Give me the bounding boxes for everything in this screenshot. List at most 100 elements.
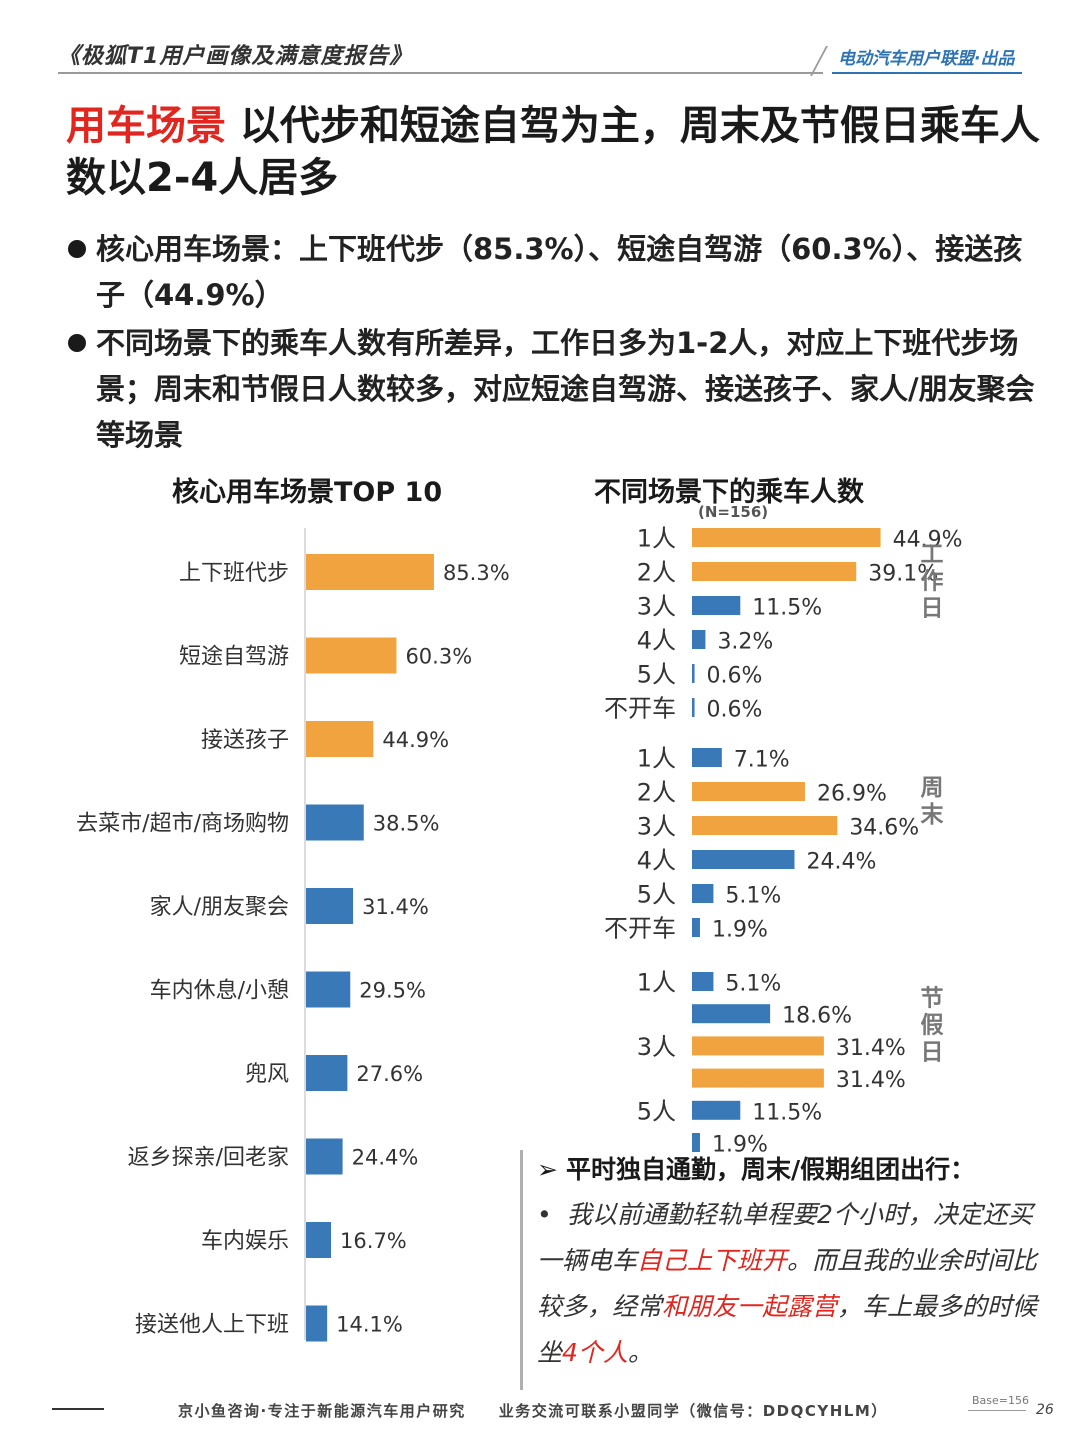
chart2-category-label: 1人 <box>637 745 676 773</box>
chart2-value-label: 3.2% <box>717 630 773 655</box>
chart2-value-label: 7.1% <box>734 748 790 773</box>
chart2-bar <box>692 816 838 835</box>
chart2-bar <box>692 1068 824 1088</box>
chart2-bar <box>692 1133 700 1152</box>
report-title: 《极狐T1用户画像及满意度报告》 <box>58 44 413 69</box>
chart2-category-label: 5人 <box>637 661 676 689</box>
chart2-bar <box>692 918 700 937</box>
passenger-count-chart: 1人 44.9% 2人 39.1% 3人 11.5% 4人 3.2% 5人 0.6% 不开车 0.6%… <box>604 525 963 1158</box>
chart1-value-label: 38.5% <box>373 812 440 836</box>
chart1-bar <box>306 804 364 841</box>
chart2-value-label: 31.4% <box>836 1036 906 1061</box>
chart2-value-label: 1.9% <box>712 1133 768 1158</box>
chart1-category-label: 兜风 <box>245 1062 289 1087</box>
chart2-value-label: 5.1% <box>725 972 781 997</box>
chart1-category-label: 车内娱乐 <box>201 1229 289 1254</box>
chart1-bar <box>306 971 351 1008</box>
chart2-bar <box>692 1100 741 1120</box>
chart2-bar <box>692 630 706 649</box>
footer-text: 京小鱼咨询·专注于新能源汽车用户研究 业务交流可联系小盟同学（微信号：DDQCY… <box>178 1402 888 1420</box>
quote-heading: ➢ 平时独自通勤，周末/假期组团出行： <box>537 1150 1040 1190</box>
title-rest: 以代步和短途自驾为主，周末及节假日乘车人数以2-4人居多 <box>66 103 1040 201</box>
chart2-category-label: 3人 <box>637 1033 676 1061</box>
chart2-category-label: 1人 <box>637 525 676 553</box>
chart1-value-label: 44.9% <box>382 728 449 752</box>
quote-text: 。 <box>627 1338 653 1367</box>
quote-text: ，车上最多的时候坐 <box>537 1292 1038 1367</box>
chart2-value-label: 18.6% <box>782 1004 852 1029</box>
chart2-bar <box>692 782 805 801</box>
chart1-category-label: 上下班代步 <box>179 561 289 586</box>
chart2-category-label: 不开车 <box>604 695 676 723</box>
chart1-value-label: 31.4% <box>362 895 429 919</box>
chart2-bar <box>692 528 881 547</box>
chart2-category-label: 4人 <box>637 847 676 875</box>
chart2-value-label: 11.5% <box>752 596 822 621</box>
chart2-bar <box>692 664 695 683</box>
chart2-title: 不同场景下的乘车人数 <box>594 477 864 508</box>
bullet-list: 核心用车场景：上下班代步（85.3%）、短途自驾游（60.3%）、接送孩子（44… <box>66 226 1046 460</box>
chart2-value-label: 34.6% <box>849 816 919 841</box>
chart2-bar <box>692 748 722 767</box>
chart2-group-label: 周末 <box>921 775 945 828</box>
chart1-category-label: 返乡探亲/回老家 <box>128 1146 289 1171</box>
chart2-category-label: 5人 <box>637 881 676 909</box>
chart1-bar <box>306 721 374 757</box>
chart1-bar <box>306 1138 343 1175</box>
quote-bullet-icon: • <box>537 1200 552 1229</box>
chart1-category-label: 去菜市/超市/商场购物 <box>76 812 289 837</box>
header-divider <box>58 72 823 74</box>
chart2-value-label: 44.9% <box>893 528 963 553</box>
chart2-value-label: 1.9% <box>712 918 768 943</box>
chart1-value-label: 29.5% <box>359 979 426 1003</box>
arrow-icon: ➢ <box>537 1155 558 1184</box>
bullet-dot-icon <box>68 240 86 258</box>
chart1-bar <box>306 637 397 674</box>
chart2-value-label: 0.6% <box>707 698 763 723</box>
chart2-bar <box>692 972 714 991</box>
chart2-category-label: 不开车 <box>604 915 676 943</box>
scenario-top10-chart: 上下班代步 85.3% 短途自驾游 60.3% 接送孩子 44.9% 去菜市/超市/商场购物… <box>76 528 510 1342</box>
quote-highlight-text: 4个人 <box>562 1338 628 1367</box>
chart2-value-label: 26.9% <box>817 782 887 807</box>
chart2-bar <box>692 850 795 869</box>
quote-highlight-text: 和朋友一起露营 <box>662 1292 838 1321</box>
chart2-bar <box>692 698 695 717</box>
quote-heading-text: 平时独自通勤，周末/假期组团出行： <box>565 1155 976 1184</box>
chart2-sample-size: (N=156) <box>698 503 769 521</box>
chart2-category-label: 3人 <box>637 593 676 621</box>
chart2-bar <box>692 884 714 903</box>
chart1-bar <box>306 1305 328 1342</box>
chart1-category-label: 车内休息/小憩 <box>150 979 289 1004</box>
chart2-category-label: 3人 <box>637 813 676 841</box>
chart1-bar <box>306 1222 332 1258</box>
chart2-bar <box>692 562 857 581</box>
chart2-value-label: 24.4% <box>806 850 876 875</box>
footer-divider <box>52 1408 104 1410</box>
quote-highlight-text: 自己上下班开 <box>637 1246 788 1275</box>
chart1-category-label: 接送孩子 <box>201 728 289 753</box>
chart2-value-label: 11.5% <box>752 1100 822 1125</box>
chart2-value-label: 0.6% <box>707 664 763 689</box>
chart2-bar <box>692 596 741 615</box>
page-number: 26 <box>1036 1402 1054 1418</box>
chart1-category-label: 家人/朋友聚会 <box>150 895 289 920</box>
bullet-item: 不同场景下的乘车人数有所差异，工作日多为1-2人，对应上下班代步场景；周末和节假… <box>66 320 1046 458</box>
quote-body: • 我以前通勤轻轨单程要2个小时，决定还买一辆电车自己上下班开。而且我的业余时间比… <box>537 1192 1040 1376</box>
chart2-value-label: 5.1% <box>725 884 781 909</box>
chart2-bar <box>692 1004 771 1024</box>
chart1-category-label: 短途自驾游 <box>179 645 289 670</box>
chart2-category-label: 4人 <box>637 627 676 655</box>
title-accent: 用车场景 <box>66 103 226 149</box>
chart1-value-label: 27.6% <box>356 1062 423 1086</box>
chart1-category-label: 接送他人上下班 <box>135 1313 289 1338</box>
quote-text: 我以前通勤轻轨单程要2个小时，决定还买一辆电车 <box>537 1200 1033 1275</box>
chart2-category-label: 2人 <box>637 559 676 587</box>
chart2-bar <box>692 1036 824 1056</box>
chart1-bar <box>306 888 354 924</box>
chart1-title: 核心用车场景TOP 10 <box>172 477 443 508</box>
bullet-item: 核心用车场景：上下班代步（85.3%）、短途自驾游（60.3%）、接送孩子（44… <box>66 226 1046 318</box>
publisher-underline <box>832 72 1022 74</box>
chart1-value-label: 16.7% <box>340 1229 407 1253</box>
chart2-group-label: 节假日 <box>921 986 944 1066</box>
